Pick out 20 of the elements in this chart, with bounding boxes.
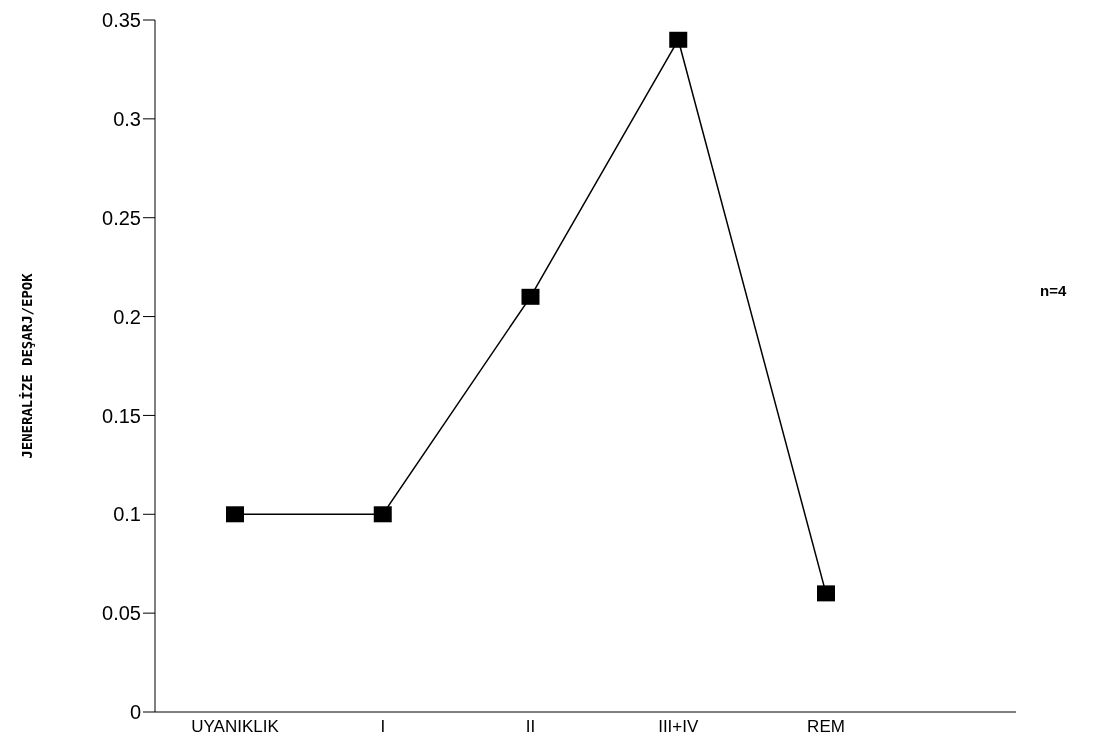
y-tick-label: 0.25 — [102, 206, 141, 229]
x-tick-label: I — [380, 717, 386, 737]
text: n=4 — [1040, 282, 1067, 299]
point — [817, 585, 835, 602]
y-axis-title: JENERALİZE DEŞARJ/EPOK — [18, 272, 35, 459]
x-tick-label: UYANIKLIK — [191, 717, 280, 737]
y-tick-label: 0.35 — [102, 9, 141, 32]
point — [373, 506, 392, 523]
y-tick-label: 0 — [129, 701, 141, 724]
y-tick-label: 0.3 — [113, 107, 141, 130]
x-tick-label: III+IV — [658, 717, 699, 737]
point — [226, 506, 244, 523]
x-tick-label: REM — [807, 717, 845, 737]
y-tick-label: 0.2 — [113, 305, 141, 328]
y-tick-label: 0.05 — [102, 602, 141, 625]
x-tick-label: II — [525, 717, 536, 737]
y-tick-label: 0.1 — [113, 503, 141, 526]
point — [521, 288, 540, 305]
y-tick-label: 0.15 — [102, 404, 141, 427]
point — [669, 31, 688, 48]
